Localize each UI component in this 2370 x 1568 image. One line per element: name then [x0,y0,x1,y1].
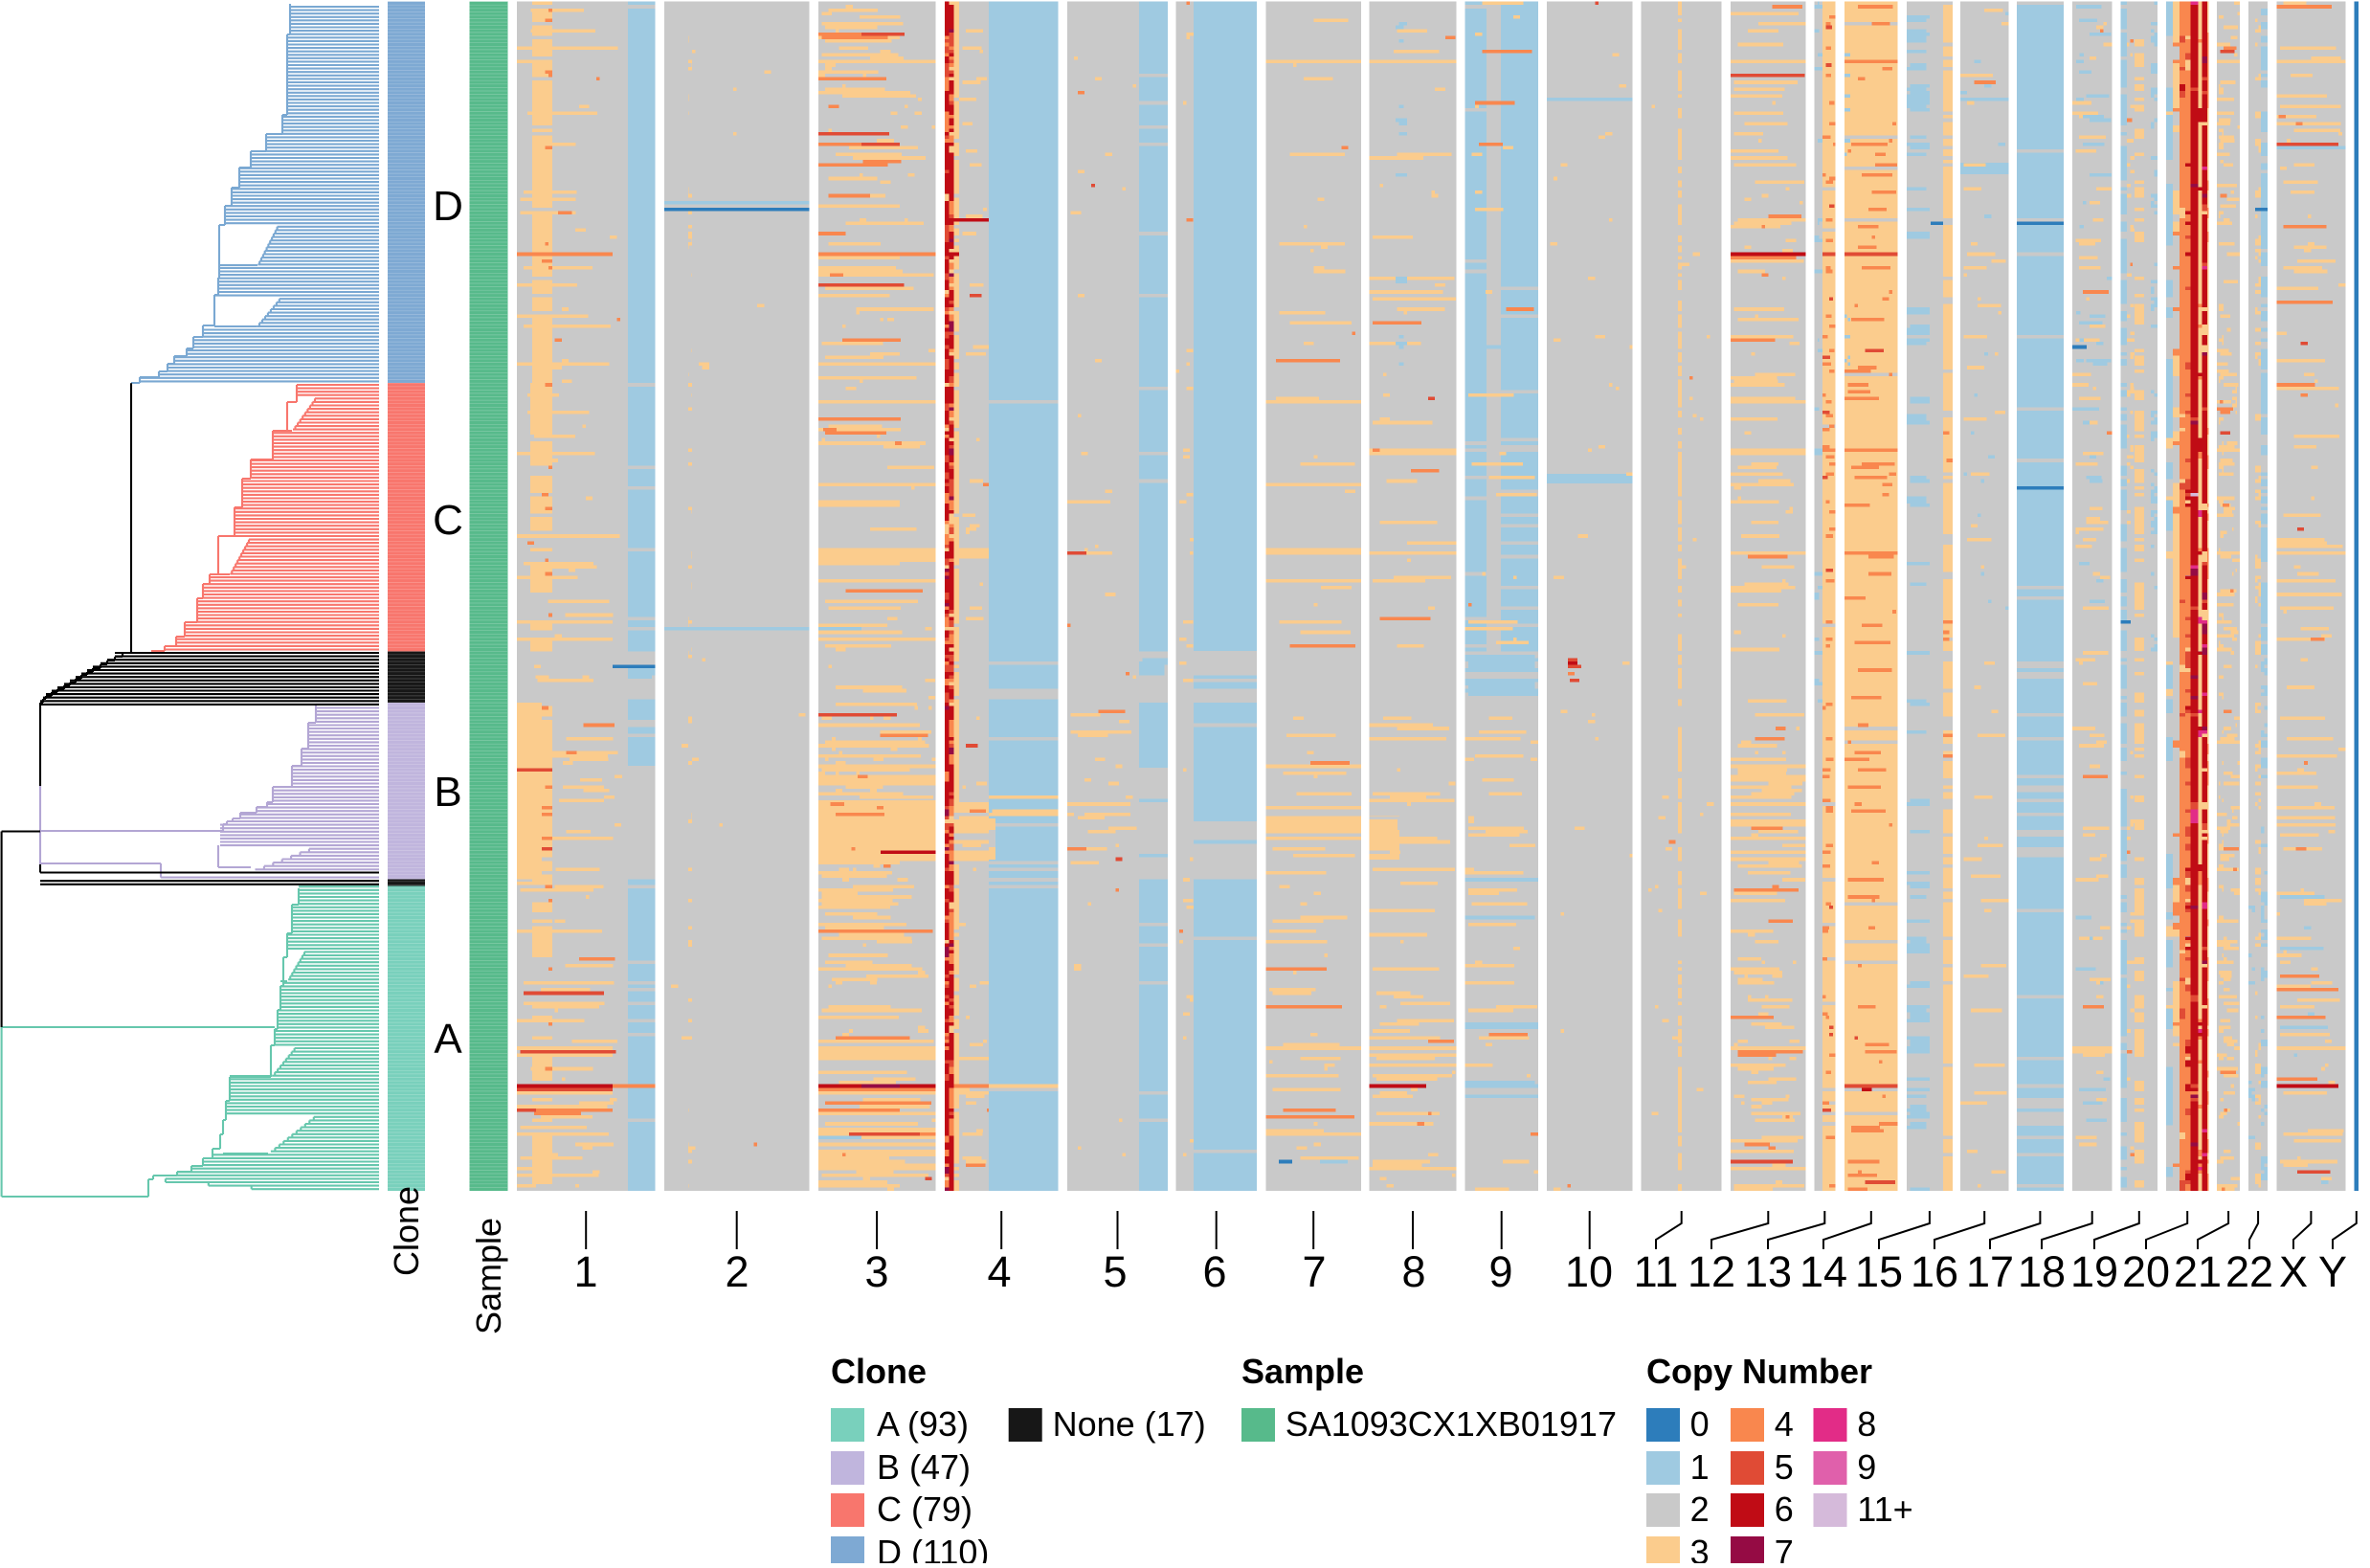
svg-text:20: 20 [2122,1247,2170,1296]
svg-text:Clone: Clone [387,1186,426,1276]
svg-text:C (79): C (79) [877,1490,973,1529]
svg-text:9: 9 [1488,1247,1512,1296]
svg-text:7: 7 [1302,1247,1326,1296]
svg-text:7: 7 [1775,1533,1794,1563]
svg-text:18: 18 [2018,1247,2066,1296]
svg-text:Sample: Sample [469,1218,508,1334]
svg-text:Clone: Clone [831,1352,927,1391]
svg-text:3: 3 [1690,1533,1710,1563]
svg-text:8: 8 [1857,1404,1876,1444]
svg-text:11+: 11+ [1857,1490,1912,1529]
svg-text:8: 8 [1401,1247,1425,1296]
svg-text:17: 17 [1966,1247,2014,1296]
svg-text:6: 6 [1775,1490,1794,1529]
svg-text:21: 21 [2174,1247,2222,1296]
svg-text:Copy Number: Copy Number [1646,1352,1872,1391]
svg-text:Y: Y [2318,1247,2347,1296]
svg-text:19: 19 [2070,1247,2118,1296]
svg-text:5: 5 [1103,1247,1127,1296]
svg-text:B (47): B (47) [877,1447,971,1487]
svg-text:4: 4 [987,1247,1011,1296]
svg-text:5: 5 [1775,1447,1794,1487]
svg-text:4: 4 [1775,1404,1794,1444]
svg-text:B: B [434,769,461,816]
svg-text:15: 15 [1855,1247,1903,1296]
svg-text:13: 13 [1744,1247,1792,1296]
svg-text:SA1093CX1XB01917: SA1093CX1XB01917 [1286,1404,1617,1444]
svg-text:Sample: Sample [1241,1352,1364,1391]
svg-text:A: A [434,1016,462,1063]
svg-text:0: 0 [1690,1404,1710,1444]
svg-text:3: 3 [864,1247,888,1296]
svg-text:None (17): None (17) [1053,1404,1206,1444]
svg-text:D: D [433,183,463,230]
svg-text:D (110): D (110) [877,1533,989,1563]
svg-text:6: 6 [1202,1247,1226,1296]
svg-text:2: 2 [725,1247,749,1296]
svg-text:1: 1 [1690,1447,1710,1487]
svg-text:1: 1 [573,1247,597,1296]
svg-text:X: X [2279,1247,2308,1296]
svg-text:2: 2 [1690,1490,1710,1529]
svg-text:C: C [433,497,463,544]
svg-text:14: 14 [1800,1247,1847,1296]
svg-text:9: 9 [1857,1447,1876,1487]
svg-text:16: 16 [1911,1247,1958,1296]
svg-text:10: 10 [1565,1247,1613,1296]
svg-text:12: 12 [1688,1247,1735,1296]
svg-text:11: 11 [1634,1247,1679,1296]
svg-text:A (93): A (93) [877,1404,969,1444]
svg-text:22: 22 [2225,1247,2273,1296]
